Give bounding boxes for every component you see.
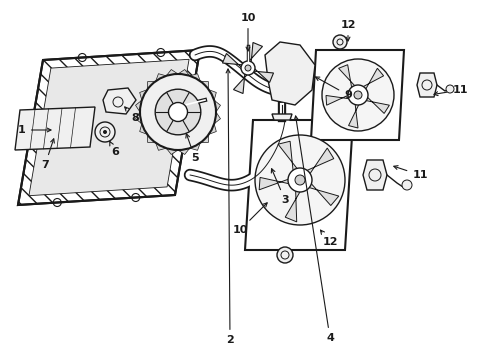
Text: 12: 12 <box>320 230 338 247</box>
Polygon shape <box>214 100 220 112</box>
Polygon shape <box>298 148 334 186</box>
Polygon shape <box>166 69 178 76</box>
Polygon shape <box>29 59 189 196</box>
Circle shape <box>140 74 216 150</box>
Polygon shape <box>339 65 363 95</box>
Polygon shape <box>222 54 251 70</box>
Polygon shape <box>326 90 359 105</box>
Polygon shape <box>156 143 166 150</box>
Polygon shape <box>265 42 315 105</box>
Polygon shape <box>166 148 178 154</box>
Polygon shape <box>136 100 142 112</box>
Circle shape <box>348 85 368 105</box>
Polygon shape <box>147 81 156 90</box>
Polygon shape <box>209 90 216 100</box>
Text: 6: 6 <box>110 141 119 157</box>
Polygon shape <box>311 50 404 140</box>
Text: 11: 11 <box>394 166 428 180</box>
Circle shape <box>288 168 312 192</box>
Circle shape <box>241 61 255 75</box>
Polygon shape <box>209 124 216 134</box>
Text: 12: 12 <box>340 20 356 41</box>
Polygon shape <box>417 73 437 97</box>
Text: 9: 9 <box>316 77 352 100</box>
Polygon shape <box>278 141 306 180</box>
Circle shape <box>245 65 251 71</box>
Polygon shape <box>363 160 387 190</box>
Text: 8: 8 <box>125 107 139 123</box>
Polygon shape <box>178 148 190 154</box>
Text: 7: 7 <box>41 139 54 170</box>
Polygon shape <box>18 50 200 205</box>
Polygon shape <box>156 74 166 81</box>
Circle shape <box>446 85 454 93</box>
Circle shape <box>103 130 107 134</box>
Circle shape <box>169 103 188 122</box>
Polygon shape <box>245 66 273 82</box>
Text: 3: 3 <box>271 169 289 205</box>
Text: 5: 5 <box>186 134 199 163</box>
Text: 10: 10 <box>232 203 267 235</box>
Circle shape <box>277 247 293 263</box>
Polygon shape <box>140 90 147 100</box>
Polygon shape <box>147 134 156 143</box>
Circle shape <box>95 122 115 142</box>
Circle shape <box>255 135 345 225</box>
Polygon shape <box>259 174 302 190</box>
Polygon shape <box>295 176 339 206</box>
Polygon shape <box>356 68 384 100</box>
Polygon shape <box>190 143 200 150</box>
Circle shape <box>322 59 394 131</box>
Polygon shape <box>214 112 220 124</box>
Polygon shape <box>354 92 390 113</box>
Polygon shape <box>136 112 142 124</box>
Polygon shape <box>245 42 263 71</box>
Circle shape <box>155 89 201 135</box>
Polygon shape <box>190 74 200 81</box>
Text: 1: 1 <box>18 125 51 135</box>
Polygon shape <box>178 69 190 76</box>
Polygon shape <box>200 81 209 90</box>
Polygon shape <box>245 120 353 250</box>
Polygon shape <box>348 93 362 128</box>
Circle shape <box>354 91 362 99</box>
Polygon shape <box>103 88 136 114</box>
Circle shape <box>295 175 305 185</box>
Text: 4: 4 <box>294 116 334 343</box>
Polygon shape <box>140 124 147 134</box>
Polygon shape <box>233 65 250 94</box>
Polygon shape <box>285 176 305 222</box>
Polygon shape <box>200 134 209 143</box>
Polygon shape <box>15 107 95 150</box>
Text: 10: 10 <box>240 13 256 51</box>
Text: 11: 11 <box>434 85 468 96</box>
Circle shape <box>402 180 412 190</box>
Circle shape <box>333 35 347 49</box>
Text: 2: 2 <box>226 69 234 345</box>
Polygon shape <box>272 114 292 120</box>
